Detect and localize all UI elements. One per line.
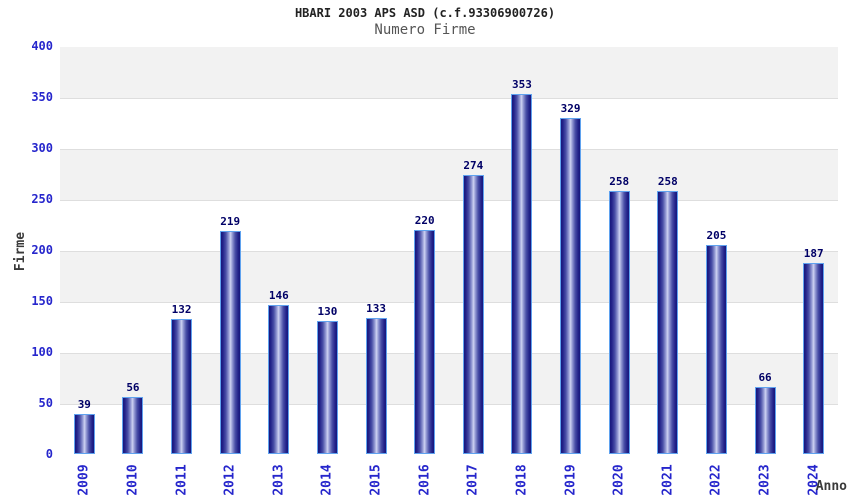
gridline (60, 251, 838, 252)
gridline (60, 98, 838, 99)
chart-title: HBARI 2003 APS ASD (c.f.93306900726) (294, 6, 556, 20)
x-tick-label-2021: 2021 (660, 464, 676, 496)
plot-band (60, 200, 838, 251)
bar-2020 (609, 191, 630, 454)
y-tick-label-300: 300 (31, 141, 53, 155)
x-tick-label-2018: 2018 (514, 464, 530, 496)
plot-band (60, 149, 838, 200)
y-tick-label-150: 150 (31, 294, 53, 308)
gridline (60, 200, 838, 201)
value-label-2013: 146 (268, 289, 289, 302)
bar-2021 (657, 191, 678, 454)
bar-2012 (220, 231, 241, 454)
bar-2023 (755, 387, 776, 454)
x-axis-title: Anno (815, 479, 847, 494)
bar-2013 (268, 305, 289, 454)
x-tick-label-2023: 2023 (757, 464, 773, 496)
x-tick-label-2017: 2017 (465, 464, 481, 496)
value-label-2021: 258 (657, 175, 678, 188)
value-label-2017: 274 (463, 159, 484, 172)
bar-2014 (317, 321, 338, 454)
bar-2009 (74, 414, 95, 454)
bar-2010 (122, 397, 143, 454)
y-tick-label-400: 400 (31, 39, 53, 53)
x-tick-label-2020: 2020 (611, 464, 627, 496)
x-tick-label-2012: 2012 (222, 464, 238, 496)
x-tick-label-2009: 2009 (76, 464, 92, 496)
x-tick-label-2014: 2014 (319, 464, 335, 496)
gridline (60, 404, 838, 405)
bar-2018 (511, 94, 532, 454)
y-tick-label-0: 0 (45, 447, 53, 461)
value-label-2009: 39 (77, 398, 91, 411)
y-axis-title-text: Firme (13, 231, 29, 271)
x-tick-label-2010: 2010 (125, 464, 141, 496)
bar-2016 (414, 230, 435, 454)
value-label-2019: 329 (560, 102, 581, 115)
value-label-2016: 220 (414, 214, 435, 227)
plot-band (60, 98, 838, 149)
bar-2015 (366, 318, 387, 454)
bar-2022 (706, 245, 727, 454)
y-tick-label-50: 50 (38, 396, 53, 410)
value-label-2024: 187 (803, 247, 824, 260)
x-tick-label-2016: 2016 (417, 464, 433, 496)
value-label-2023: 66 (758, 371, 772, 384)
plot-band (60, 47, 838, 98)
value-label-2022: 205 (706, 229, 727, 242)
y-tick-label-100: 100 (31, 345, 53, 359)
value-label-2014: 130 (317, 305, 338, 318)
x-tick-label-2011: 2011 (174, 464, 190, 496)
value-label-2020: 258 (609, 175, 630, 188)
gridline (60, 302, 838, 303)
bar-2024 (803, 263, 824, 454)
y-axis-title: Firme (8, 47, 34, 455)
value-label-2011: 132 (171, 303, 192, 316)
y-tick-label-200: 200 (31, 243, 53, 257)
value-label-2015: 133 (366, 302, 386, 315)
bar-2017 (463, 175, 484, 454)
value-label-2010: 56 (126, 381, 140, 394)
value-label-2012: 219 (220, 215, 241, 228)
gridline (60, 149, 838, 150)
bar-2011 (171, 319, 192, 454)
x-tick-label-2022: 2022 (708, 464, 724, 496)
y-tick-label-250: 250 (31, 192, 53, 206)
x-tick-label-2019: 2019 (563, 464, 579, 496)
chart-subtitle: Numero Firme (374, 22, 476, 38)
y-tick-label-350: 350 (31, 90, 53, 104)
bar-2019 (560, 118, 581, 454)
x-tick-label-2015: 2015 (368, 464, 384, 496)
value-label-2018: 353 (512, 78, 532, 91)
gridline (60, 353, 838, 354)
x-tick-label-2013: 2013 (271, 464, 287, 496)
